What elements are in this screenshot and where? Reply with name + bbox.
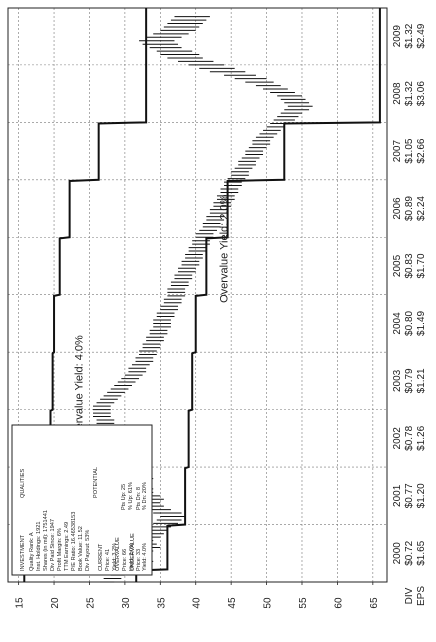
dividend-value: $0.78: [404, 425, 415, 450]
plot-border: [7, 7, 388, 583]
div-row-label: DIV: [404, 587, 415, 604]
info-current-line: CURRENT: [98, 543, 104, 571]
info-line: P/E Ratio: 16.46538153: [71, 512, 77, 571]
info-undervalue-line: Price: 33: [136, 549, 142, 571]
value-tick-label: 55: [298, 597, 309, 609]
eps-value: $2.24: [416, 196, 427, 221]
info-heading-investment: INVESTMENT: [20, 534, 26, 571]
eps-value: $1.26: [416, 425, 427, 450]
year-label: 2004: [392, 312, 403, 335]
eps-value: $1.70: [416, 253, 427, 278]
overvalue-line: [135, 8, 381, 582]
info-undervalue-pts: % Dn: 20%: [142, 482, 148, 510]
dividend-value: $0.83: [404, 253, 415, 278]
plot-frame: [7, 7, 388, 583]
info-line: Shares (in mil): 1751441: [43, 510, 49, 571]
eps-row-label: EPS: [416, 586, 427, 606]
info-line: Quality Rank: A: [29, 532, 35, 571]
value-tick-label: 65: [369, 597, 380, 609]
eps-value: $1.65: [416, 540, 427, 565]
year-label: 2007: [392, 140, 403, 163]
overvalue-label: Overvalue Yield: 2.0%: [219, 194, 231, 302]
info-line: Book Value: 11.52: [78, 526, 84, 571]
info-box: INVESTMENT QUALITIES Quality Rank: A Inst. …: [11, 424, 153, 576]
year-label: 2005: [392, 254, 403, 277]
info-line: Div Paid Since: 1947: [50, 519, 56, 571]
year-label: 2003: [392, 369, 403, 392]
value-tick-label: 40: [192, 597, 203, 609]
info-line: Profit Margin: 6%: [57, 528, 63, 571]
info-potential-label: POTENTIAL: [93, 467, 99, 498]
year-label: 2009: [392, 25, 403, 48]
year-label: 2001: [392, 484, 403, 507]
info-line: Inst. Holdings: 1921: [36, 522, 42, 571]
dividend-value: $1.32: [404, 23, 415, 48]
value-tick-label: 50: [263, 597, 274, 609]
value-tick-label: 35: [156, 597, 167, 609]
info-heading-qualities: QUALITIES: [20, 469, 26, 498]
dividend-value: $0.79: [404, 368, 415, 393]
value-tick-label: 15: [15, 597, 26, 609]
value-tick-label: 30: [121, 597, 132, 609]
year-label: 2008: [392, 82, 403, 105]
eps-value: $1.49: [416, 310, 427, 335]
year-label: 2006: [392, 197, 403, 220]
dividend-value: $1.05: [404, 138, 415, 163]
value-tick-label: 20: [50, 597, 61, 609]
dividend-value: $0.77: [404, 483, 415, 508]
info-overvalue-pts: Pts Up: 25: [121, 484, 127, 510]
info-overvalue-pts: % Up: 61%: [128, 482, 134, 510]
info-line: Div Payout: 53%: [85, 530, 91, 571]
year-label: 2002: [392, 427, 403, 450]
dividend-value: $0.72: [404, 540, 415, 565]
info-overvalue-line: OVERVALUE: [115, 537, 121, 571]
info-overvalue-line: Yield: 2.0%: [129, 543, 135, 571]
undervalue-label: Undervalue Yield: 4.0%: [73, 335, 85, 450]
info-box-frame: [11, 424, 153, 576]
dividend-value: $1.32: [404, 81, 415, 106]
value-tick-label: 60: [333, 597, 344, 609]
info-current-line: Price: 41: [105, 549, 111, 571]
info-undervalue-line: UNDERVALUE: [130, 533, 136, 571]
info-undervalue-line: Yield: 4.0%: [142, 543, 148, 571]
dividend-value: $0.89: [404, 196, 415, 221]
info-current-line: Yield: 3.2%: [112, 543, 118, 571]
dividend-value: $0.80: [404, 310, 415, 335]
eps-value: $3.06: [416, 81, 427, 106]
eps-value: $1.20: [416, 483, 427, 508]
info-overvalue-line: Price: 66: [122, 549, 128, 571]
value-tick-label: 45: [227, 597, 238, 609]
info-line: TTM Earnings: 2.49: [64, 522, 70, 571]
eps-value: $2.49: [416, 23, 427, 48]
value-tick-label: 25: [85, 597, 96, 609]
year-label: 2000: [392, 542, 403, 565]
valuation-lines: Overvalue Yield: 2.0% Undervalue Yield: 4…: [23, 8, 381, 582]
eps-value: $2.66: [416, 138, 427, 163]
eps-value: $1.21: [416, 368, 427, 393]
info-undervalue-pts: Pts Dn: 8: [136, 487, 142, 510]
